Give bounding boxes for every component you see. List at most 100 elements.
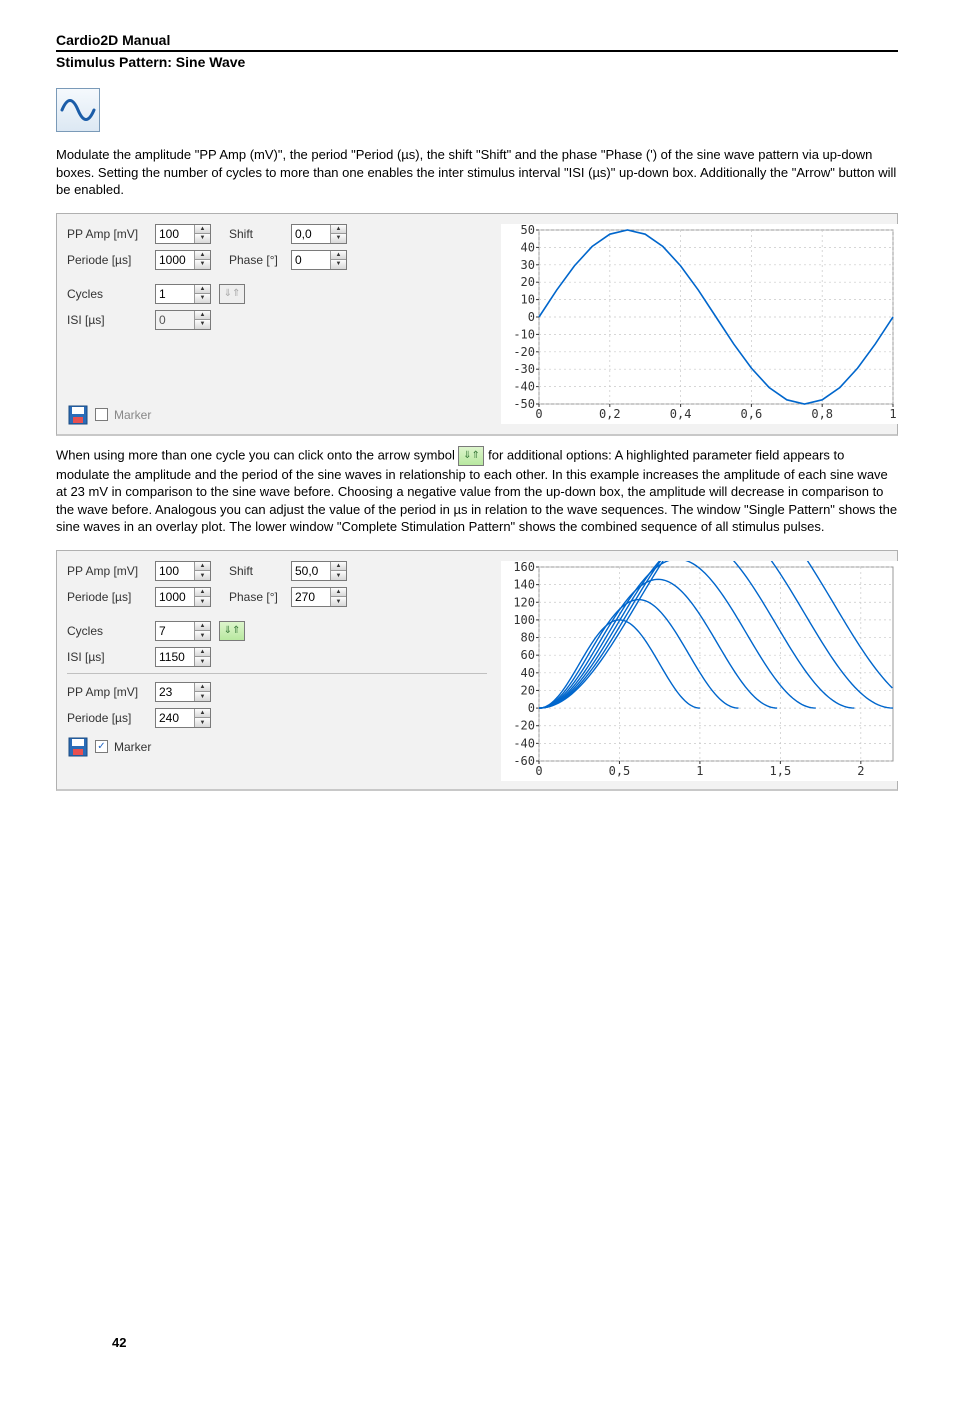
periode-spinner[interactable]: ▲▼ [155, 250, 211, 270]
chart-multi-sine: -60-40-2002040608010012014016000,511,52 [501, 561, 901, 781]
periode-2-input[interactable] [156, 709, 194, 727]
label-cycles: Cycles [67, 287, 149, 301]
label-isi: ISI [µs] [67, 313, 149, 327]
spin-up[interactable]: ▲ [195, 225, 210, 235]
label-periode-2: Periode [µs] [67, 711, 149, 725]
phase-spinner[interactable]: ▲▼ [291, 587, 347, 607]
chart-single-sine: -50-40-30-20-100102030405000,20,40,60,81 [501, 224, 901, 424]
spin-down[interactable]: ▼ [195, 692, 210, 701]
divider [67, 673, 487, 674]
spin-up[interactable]: ▲ [195, 622, 210, 632]
spin-down[interactable]: ▼ [195, 234, 210, 243]
pp-amp-input[interactable] [156, 562, 194, 580]
label-phase: Phase [°] [229, 590, 285, 604]
svg-text:40: 40 [521, 666, 535, 680]
expand-arrow-button[interactable]: ⇓⇑ [219, 621, 245, 641]
shift-spinner[interactable]: ▲▼ [291, 561, 347, 581]
save-icon[interactable] [67, 404, 89, 426]
spin-down[interactable]: ▼ [331, 597, 346, 606]
label-phase: Phase [°] [229, 253, 285, 267]
spin-down[interactable]: ▼ [195, 631, 210, 640]
spin-up[interactable]: ▲ [331, 562, 346, 572]
spin-up[interactable]: ▲ [195, 648, 210, 658]
pp-amp-2-spinner[interactable]: ▲▼ [155, 682, 211, 702]
spin-up[interactable]: ▲ [195, 683, 210, 693]
svg-text:-60: -60 [513, 754, 535, 768]
spin-down[interactable]: ▼ [195, 294, 210, 303]
spin-down[interactable]: ▼ [195, 571, 210, 580]
phase-input[interactable] [292, 251, 330, 269]
svg-text:20: 20 [521, 683, 535, 697]
label-periode: Periode [µs] [67, 590, 149, 604]
panel-single-cycle: PP Amp [mV] ▲▼ Shift ▲▼ Periode [µs] ▲▼ … [56, 213, 898, 436]
svg-text:60: 60 [521, 648, 535, 662]
shift-input[interactable] [292, 562, 330, 580]
cycles-input[interactable] [156, 285, 194, 303]
svg-text:-40: -40 [513, 736, 535, 750]
cycles-spinner[interactable]: ▲▼ [155, 621, 211, 641]
periode-spinner[interactable]: ▲▼ [155, 587, 211, 607]
svg-text:0: 0 [535, 764, 542, 778]
isi-spinner[interactable]: ▲▼ [155, 647, 211, 667]
spin-down[interactable]: ▼ [195, 657, 210, 666]
marker-checkbox[interactable]: ✓ [95, 740, 108, 753]
phase-spinner[interactable]: ▲▼ [291, 250, 347, 270]
cycles-spinner[interactable]: ▲▼ [155, 284, 211, 304]
svg-text:20: 20 [521, 275, 535, 289]
spin-up[interactable]: ▲ [195, 709, 210, 719]
svg-text:10: 10 [521, 292, 535, 306]
svg-text:0,6: 0,6 [741, 407, 763, 421]
spin-up[interactable]: ▲ [195, 562, 210, 572]
periode-2-spinner[interactable]: ▲▼ [155, 708, 211, 728]
svg-text:1: 1 [696, 764, 703, 778]
shift-spinner[interactable]: ▲▼ [291, 224, 347, 244]
isi-input [156, 311, 194, 329]
periode-input[interactable] [156, 251, 194, 269]
pp-amp-input[interactable] [156, 225, 194, 243]
spin-down[interactable]: ▼ [331, 234, 346, 243]
pp-amp-spinner[interactable]: ▲▼ [155, 224, 211, 244]
spin-up[interactable]: ▲ [195, 588, 210, 598]
svg-text:40: 40 [521, 240, 535, 254]
label-marker: Marker [114, 740, 151, 754]
save-icon[interactable] [67, 736, 89, 758]
svg-text:160: 160 [513, 561, 535, 574]
spin-down[interactable]: ▼ [331, 571, 346, 580]
spin-up[interactable]: ▲ [331, 588, 346, 598]
label-marker: Marker [114, 408, 151, 422]
spin-down[interactable]: ▼ [331, 260, 346, 269]
spin-down[interactable]: ▼ [195, 718, 210, 727]
label-cycles: Cycles [67, 624, 149, 638]
periode-input[interactable] [156, 588, 194, 606]
svg-text:-20: -20 [513, 719, 535, 733]
pp-amp-spinner[interactable]: ▲▼ [155, 561, 211, 581]
cycles-input[interactable] [156, 622, 194, 640]
svg-text:100: 100 [513, 613, 535, 627]
spin-down[interactable]: ▼ [195, 597, 210, 606]
svg-text:0,8: 0,8 [811, 407, 833, 421]
label-pp-amp-2: PP Amp [mV] [67, 685, 149, 699]
spin-down[interactable]: ▼ [195, 260, 210, 269]
spin-up[interactable]: ▲ [195, 285, 210, 295]
svg-text:30: 30 [521, 257, 535, 271]
svg-text:1: 1 [889, 407, 896, 421]
middle-paragraph: When using more than one cycle you can c… [56, 446, 898, 536]
phase-input[interactable] [292, 588, 330, 606]
svg-text:-30: -30 [513, 362, 535, 376]
isi-input[interactable] [156, 648, 194, 666]
shift-input[interactable] [292, 225, 330, 243]
spin-up[interactable]: ▲ [331, 251, 346, 261]
pp-amp-2-input[interactable] [156, 683, 194, 701]
inline-arrow-icon: ⇓⇑ [458, 446, 484, 466]
svg-text:-10: -10 [513, 327, 535, 341]
label-shift: Shift [229, 564, 285, 578]
spin-up[interactable]: ▲ [331, 225, 346, 235]
svg-text:0,2: 0,2 [599, 407, 621, 421]
spin-up[interactable]: ▲ [195, 251, 210, 261]
svg-text:0,4: 0,4 [670, 407, 692, 421]
svg-text:50: 50 [521, 224, 535, 237]
marker-checkbox[interactable] [95, 408, 108, 421]
label-isi: ISI [µs] [67, 650, 149, 664]
svg-text:-50: -50 [513, 397, 535, 411]
label-periode: Periode [µs] [67, 253, 149, 267]
